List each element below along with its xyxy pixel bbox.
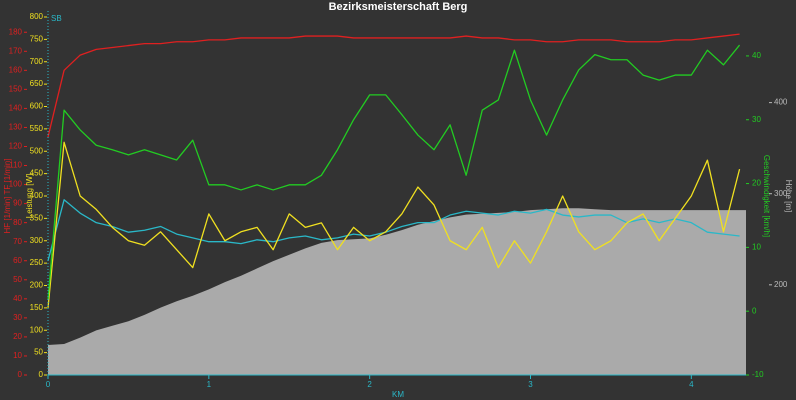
y-tick-label: -10 xyxy=(752,370,764,379)
y-tick-label: 40 xyxy=(752,51,761,60)
y-tick-label: 20 xyxy=(752,179,761,188)
y-tick-label: 400 xyxy=(774,98,788,107)
y-tick-label: 350 xyxy=(30,213,44,222)
area xyxy=(48,208,746,375)
y-tick-label: 10 xyxy=(13,351,22,360)
y-tick-label: 180 xyxy=(9,27,23,36)
y-tick-label: 500 xyxy=(30,146,44,155)
y-tick-label: 30 xyxy=(13,313,22,322)
y-tick-label: 150 xyxy=(9,84,23,93)
y-tick-label: 20 xyxy=(13,332,22,341)
y-tick-label: 300 xyxy=(30,236,44,245)
x-tick-label: 3 xyxy=(528,380,533,389)
y-tick-label: 0 xyxy=(18,370,23,379)
y-axis-title: Höhe [m] xyxy=(784,180,793,212)
x-tick-label: 0 xyxy=(46,380,51,389)
chart-title: Bezirksmeisterschaft Berg xyxy=(329,1,468,13)
y-tick-label: 110 xyxy=(9,161,22,170)
y-tick-label: 550 xyxy=(30,124,44,133)
x-axis-title: KM xyxy=(392,390,404,399)
y-tick-label: 750 xyxy=(30,34,44,43)
line xyxy=(47,141,741,308)
y-tick-label: 800 xyxy=(30,12,44,21)
y-tick-label: 300 xyxy=(774,189,788,198)
y-tick-label: 200 xyxy=(30,281,44,290)
y-tick-label: 30 xyxy=(752,115,761,124)
y-tick-label: 170 xyxy=(9,46,23,55)
line xyxy=(47,33,740,138)
y-tick-label: 450 xyxy=(30,169,44,178)
y-tick-label: 140 xyxy=(9,104,23,113)
y-tick-label: 200 xyxy=(774,280,788,289)
x-tick-label: 4 xyxy=(689,380,694,389)
y-tick-label: 250 xyxy=(30,258,44,267)
y-axis-title: Geschwindigkeit [km/h] xyxy=(762,155,771,237)
y-tick-label: 120 xyxy=(9,142,23,151)
y-axis-title: Leistung [W] xyxy=(25,174,34,218)
y-tick-label: 100 xyxy=(9,180,23,189)
y-tick-label: 60 xyxy=(13,256,22,265)
y-tick-label: 150 xyxy=(30,303,44,312)
y-tick-label: 100 xyxy=(30,325,44,334)
y-tick-label: 600 xyxy=(30,102,44,111)
y-tick-label: 50 xyxy=(34,348,43,357)
y-tick-label: 10 xyxy=(752,242,761,251)
y-tick-label: 650 xyxy=(30,79,44,88)
y-tick-label: 50 xyxy=(13,275,22,284)
x-tick-label: 1 xyxy=(207,380,212,389)
y-tick-label: 130 xyxy=(9,123,23,132)
marker-label: SB xyxy=(51,14,62,23)
y-tick-label: 400 xyxy=(30,191,44,200)
y-tick-label: 40 xyxy=(13,294,22,303)
y-tick-label: 700 xyxy=(30,57,44,66)
line xyxy=(47,199,740,261)
y-tick-label: 160 xyxy=(9,65,23,74)
y-tick-label: 90 xyxy=(13,199,22,208)
line xyxy=(47,44,741,300)
y-tick-label: 80 xyxy=(13,218,22,227)
y-axis-title: HF [1/min] TF [1/min] xyxy=(3,159,12,234)
y-tick-label: 70 xyxy=(13,237,22,246)
y-tick-label: 0 xyxy=(752,306,757,315)
y-tick-label: 0 xyxy=(39,370,44,379)
x-tick-label: 2 xyxy=(367,380,372,389)
